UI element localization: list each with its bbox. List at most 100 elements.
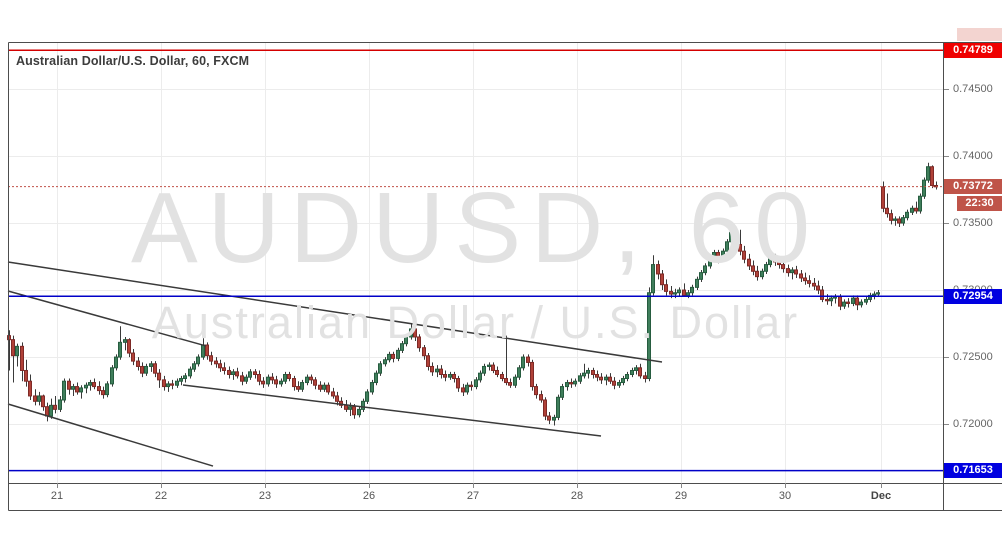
- candle-up: [910, 207, 914, 213]
- time-axis-label: 26: [362, 490, 376, 502]
- candle-up: [926, 166, 930, 181]
- candle-up: [387, 353, 391, 361]
- candle-down: [495, 369, 499, 376]
- candle-up: [110, 367, 114, 385]
- current-price-label: 0.73772: [944, 179, 1002, 194]
- candle-down: [816, 285, 820, 291]
- candle-down: [153, 363, 157, 374]
- trend-line[interactable]: [7, 261, 663, 363]
- candle-down: [41, 395, 45, 408]
- candle-up: [409, 328, 413, 338]
- candle-down: [656, 264, 660, 275]
- candle-down: [422, 347, 426, 357]
- price-tick-label: 0.73500: [953, 217, 993, 229]
- candle-down: [127, 339, 131, 354]
- candle-up: [123, 339, 127, 343]
- candle-down: [669, 290, 673, 295]
- candle-down: [664, 284, 668, 292]
- candle-up: [565, 382, 569, 388]
- candle-down: [660, 273, 664, 286]
- candle-down: [53, 404, 57, 410]
- candle-up: [474, 379, 478, 388]
- candle-down: [170, 383, 174, 386]
- candle-down: [235, 371, 239, 377]
- candle-down: [569, 382, 573, 385]
- candle-down: [534, 386, 538, 396]
- time-axis-label: 30: [778, 490, 792, 502]
- candle-up: [876, 292, 880, 295]
- candle-down: [469, 384, 473, 388]
- trend-line[interactable]: [7, 403, 214, 467]
- candle-up: [79, 387, 83, 393]
- candle-down: [391, 353, 395, 359]
- candle-down: [889, 213, 893, 221]
- candle-up: [348, 406, 352, 410]
- candle-up: [118, 341, 122, 358]
- candle-up: [725, 241, 729, 252]
- candle-down: [11, 339, 15, 357]
- trend-line[interactable]: [7, 290, 207, 347]
- candle-down: [777, 261, 781, 266]
- candle-down: [214, 360, 218, 365]
- candle-down: [881, 186, 885, 209]
- candle-down: [751, 265, 755, 272]
- candle-up: [625, 374, 629, 380]
- candle-up: [357, 408, 361, 416]
- candle-up: [517, 367, 521, 378]
- candle-up: [851, 297, 855, 304]
- candle-up: [149, 363, 153, 367]
- candle-down: [846, 301, 850, 304]
- candle-up: [404, 336, 408, 345]
- candle-down: [897, 218, 901, 224]
- candle-down: [914, 207, 918, 212]
- candle-down: [885, 207, 889, 215]
- candle-down: [292, 378, 296, 388]
- candle-down: [313, 379, 317, 386]
- candle-up: [905, 211, 909, 219]
- candle-down: [786, 268, 790, 274]
- candle-up: [617, 382, 621, 386]
- candle-up: [400, 343, 404, 351]
- candle-down: [326, 384, 330, 393]
- candle-up: [361, 400, 365, 410]
- candle-up: [582, 372, 586, 377]
- axis-top-highlight: [957, 28, 1002, 41]
- candle-down: [491, 364, 495, 371]
- candle-up: [482, 365, 486, 374]
- candle-up: [84, 384, 88, 389]
- candle-up: [556, 396, 560, 418]
- candle-up: [71, 386, 75, 390]
- chart-legend-title[interactable]: Australian Dollar/U.S. Dollar, 60, FXCM: [16, 54, 250, 68]
- candle-up: [677, 289, 681, 294]
- price-tick-label: 0.72500: [953, 351, 993, 363]
- candle-down: [205, 344, 209, 357]
- candle-down: [439, 368, 443, 376]
- candle-down: [612, 380, 616, 386]
- candle-up: [300, 382, 304, 390]
- time-axis-label: Dec: [870, 490, 892, 502]
- candle-up: [49, 404, 53, 417]
- candle-up: [918, 195, 922, 212]
- candle-down: [209, 355, 213, 362]
- candle-down: [335, 395, 339, 402]
- candle-up: [712, 252, 716, 259]
- candle-down: [318, 384, 322, 390]
- candle-down: [162, 379, 166, 388]
- candle-down: [97, 386, 101, 392]
- trend-line[interactable]: [182, 384, 602, 437]
- candle-down: [794, 269, 798, 275]
- candle-up: [183, 375, 187, 380]
- candle-up: [305, 376, 309, 384]
- candle-up: [630, 369, 634, 376]
- time-axis-label: 21: [50, 490, 64, 502]
- candle-up: [760, 270, 764, 278]
- candle-up: [513, 376, 517, 386]
- price-tick-label: 0.74500: [953, 83, 993, 95]
- candle-up: [842, 301, 846, 307]
- candle-down: [24, 369, 28, 382]
- candle-down: [855, 297, 859, 306]
- candle-down: [643, 375, 647, 380]
- candle-up: [248, 371, 252, 378]
- candle-down: [595, 374, 599, 378]
